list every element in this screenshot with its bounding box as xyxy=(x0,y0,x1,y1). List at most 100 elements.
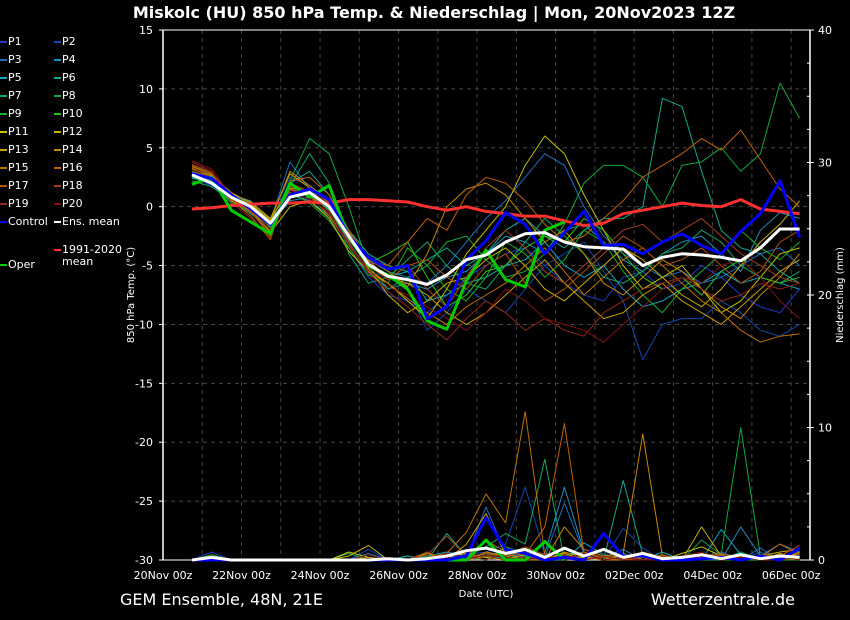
legend-swatch xyxy=(0,113,7,115)
legend-label: P2 xyxy=(62,35,76,48)
legend-label: P12 xyxy=(62,125,83,138)
x-tick-label: 20Nov 00z xyxy=(134,569,193,582)
temp-line-p8 xyxy=(191,82,801,290)
legend-label: P18 xyxy=(62,179,83,192)
temp-line-p15 xyxy=(191,170,800,343)
y-tick-label: 15 xyxy=(139,24,153,37)
legend-item-p4: P4 xyxy=(54,54,76,66)
legend-swatch xyxy=(0,41,7,43)
temp-line-p12 xyxy=(191,173,800,314)
legend-item-p5: P5 xyxy=(0,72,22,84)
legend-swatch xyxy=(54,185,61,187)
chart-title: Miskolc (HU) 850 hPa Temp. & Niederschla… xyxy=(132,3,736,22)
legend-item-control: Control xyxy=(0,216,48,228)
y-tick-label: -30 xyxy=(135,554,153,567)
legend-item-p1: P1 xyxy=(0,36,22,48)
x-tick-label: 02Dec 00z xyxy=(605,569,664,582)
legend-swatch xyxy=(0,77,7,79)
y-axis-label: 850 hPa Temp. (°C) xyxy=(126,247,137,343)
y-tick-label: -10 xyxy=(135,318,153,331)
legend-item-p6: P6 xyxy=(54,72,76,84)
legend-label: P3 xyxy=(8,53,22,66)
legend-label: Ens. mean xyxy=(62,215,120,228)
x-tick-label: 04Dec 00z xyxy=(683,569,742,582)
legend-swatch xyxy=(54,77,61,79)
legend-item-p9: P9 xyxy=(0,108,22,120)
legend-label: P4 xyxy=(62,53,76,66)
legend-swatch xyxy=(0,167,7,169)
y-tick-label: -5 xyxy=(142,260,153,273)
legend-label: P17 xyxy=(8,179,29,192)
x-tick-label: 24Nov 00z xyxy=(291,569,350,582)
x-tick-label: 26Nov 00z xyxy=(369,569,428,582)
legend-label: 1991-2020 mean xyxy=(62,243,122,268)
y2-tick-label: 0 xyxy=(818,554,825,567)
legend-label: P6 xyxy=(62,71,76,84)
temp-line-p18 xyxy=(191,163,800,308)
x-axis-label: Date (UTC) xyxy=(459,589,514,600)
legend-item-1991-2020-mean: 1991-2020 mean xyxy=(54,244,122,268)
y2-tick-label: 40 xyxy=(818,24,832,37)
temp-line-p3 xyxy=(191,153,800,284)
legend-label: P19 xyxy=(8,197,29,210)
legend-item-p2: P2 xyxy=(54,36,76,48)
temp-line-p11 xyxy=(191,135,800,320)
legend-label: Control xyxy=(8,215,48,228)
legend-swatch xyxy=(0,264,7,266)
precip-line-ens-mean xyxy=(191,546,800,562)
temp-line-p16 xyxy=(191,129,800,267)
legend-item-p18: P18 xyxy=(54,180,83,192)
legend-item-p16: P16 xyxy=(54,162,83,174)
y2-tick-label: 20 xyxy=(818,289,832,302)
temp-line-p14 xyxy=(191,166,800,320)
legend-label: P5 xyxy=(8,71,22,84)
y-tick-label: -15 xyxy=(135,377,153,390)
legend-swatch xyxy=(54,113,61,115)
legend-item-p14: P14 xyxy=(54,144,83,156)
legend-swatch xyxy=(54,249,61,251)
temp-line-ens-mean xyxy=(191,173,800,286)
legend-item-p12: P12 xyxy=(54,126,83,138)
temp-line-p10 xyxy=(191,174,800,308)
legend-label: P1 xyxy=(8,35,22,48)
legend-swatch xyxy=(54,59,61,61)
temp-line-climate-mean xyxy=(191,198,800,227)
y-tick-label: 10 xyxy=(139,83,153,96)
legend-item-p10: P10 xyxy=(54,108,83,120)
legend-item-p17: P17 xyxy=(0,180,29,192)
legend-item-p7: P7 xyxy=(0,90,22,102)
x-tick-label: 30Nov 00z xyxy=(526,569,585,582)
legend-label: Oper xyxy=(8,258,35,271)
y-tick-label: 5 xyxy=(146,142,153,155)
temp-line-p13 xyxy=(191,168,800,325)
legend-label: P16 xyxy=(62,161,83,174)
legend-swatch xyxy=(0,221,7,223)
legend-label: P15 xyxy=(8,161,29,174)
legend-label: P10 xyxy=(62,107,83,120)
legend-label: P11 xyxy=(8,125,29,138)
legend-swatch xyxy=(54,149,61,151)
legend-label: P13 xyxy=(8,143,29,156)
y2-tick-label: 30 xyxy=(818,157,832,170)
legend-item-oper: Oper xyxy=(0,259,35,271)
legend-item-p3: P3 xyxy=(0,54,22,66)
precip-line-p14 xyxy=(192,433,800,561)
temp-line-p19 xyxy=(191,161,800,341)
legend-label: P9 xyxy=(8,107,22,120)
legend-swatch xyxy=(0,203,7,205)
source-label[interactable]: Wetterzentrale.de xyxy=(650,590,795,609)
y2-tick-label: 10 xyxy=(818,422,832,435)
y2-axis-label: Niederschlag (mm) xyxy=(835,247,846,343)
legend-swatch xyxy=(54,203,61,205)
legend-item-ens-mean: Ens. mean xyxy=(54,216,120,228)
legend-item-p13: P13 xyxy=(0,144,29,156)
model-label: GEM Ensemble, 48N, 21E xyxy=(120,590,323,609)
legend-swatch xyxy=(0,185,7,187)
legend-item-p20: P20 xyxy=(54,198,83,210)
legend-label: P7 xyxy=(8,89,22,102)
legend-label: P14 xyxy=(62,143,83,156)
legend-swatch xyxy=(0,59,7,61)
legend-swatch xyxy=(54,167,61,169)
legend-swatch xyxy=(54,95,61,97)
